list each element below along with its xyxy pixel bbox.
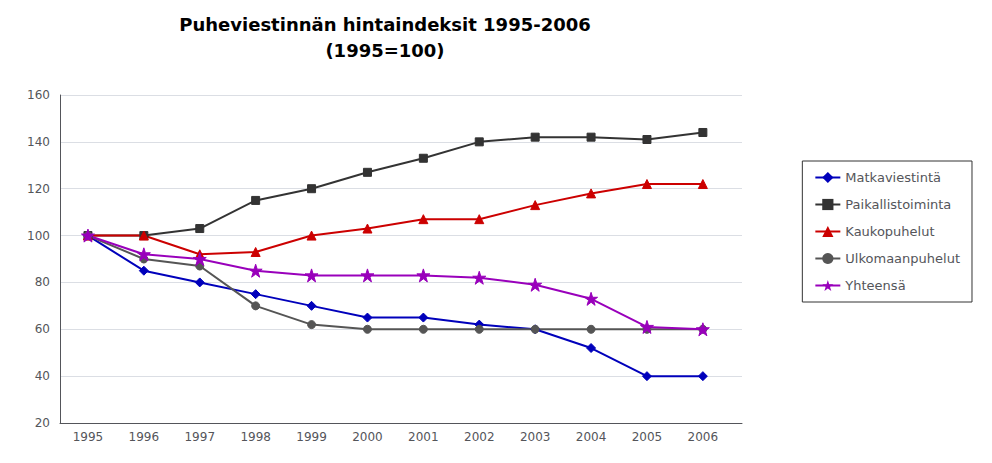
svg-text:2004: 2004 [576,430,607,444]
svg-text:Matkaviestintä: Matkaviestintä [845,170,941,185]
svg-text:2005: 2005 [632,430,663,444]
svg-text:1995: 1995 [73,430,104,444]
svg-text:1999: 1999 [296,430,327,444]
svg-text:2006: 2006 [688,430,719,444]
svg-text:2002: 2002 [464,430,495,444]
svg-text:1997: 1997 [184,430,215,444]
svg-text:20: 20 [35,416,50,430]
svg-text:Kaukopuhelut: Kaukopuhelut [845,224,934,239]
svg-text:Ulkomaanpuhelut: Ulkomaanpuhelut [845,251,960,266]
svg-text:2000: 2000 [352,430,383,444]
svg-text:120: 120 [27,182,50,196]
svg-text:140: 140 [27,135,50,149]
svg-text:1996: 1996 [129,430,160,444]
svg-text:40: 40 [35,369,50,383]
svg-text:2001: 2001 [408,430,439,444]
svg-text:2003: 2003 [520,430,551,444]
svg-text:160: 160 [27,88,50,102]
svg-text:100: 100 [27,229,50,243]
svg-text:Yhteensä: Yhteensä [844,278,905,293]
svg-text:80: 80 [35,275,50,289]
svg-text:60: 60 [35,322,50,336]
svg-text:1998: 1998 [240,430,271,444]
svg-text:Paikallistoiminta: Paikallistoiminta [845,197,951,212]
svg-text:Puheviestinnän hintaindeksit 1: Puheviestinnän hintaindeksit 1995-2006 [179,14,591,35]
svg-text:(1995=100): (1995=100) [325,40,444,61]
